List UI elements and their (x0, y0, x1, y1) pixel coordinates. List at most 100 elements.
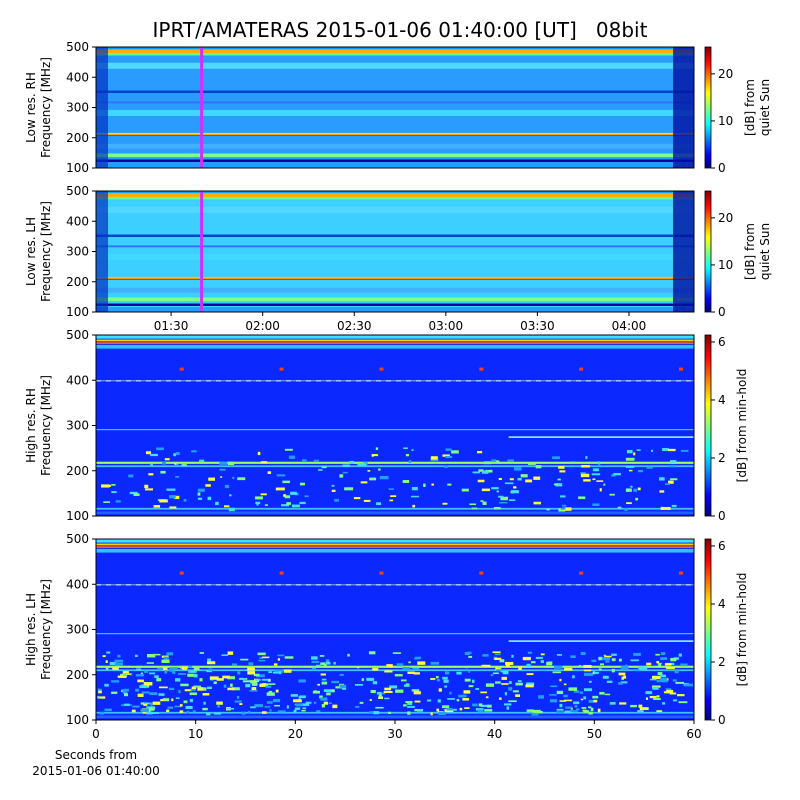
spectrogram-speck (625, 664, 628, 668)
spectrogram-speck (215, 501, 219, 506)
spectrogram-speck (605, 660, 610, 663)
spectrogram-edge (673, 191, 694, 312)
y-axis-label: Frequency [MHz] (39, 579, 53, 680)
y-tick-label: 200 (66, 275, 89, 289)
spectrogram-dash (346, 380, 351, 382)
spectrogram-speck (331, 680, 339, 684)
spectrogram-dash (306, 584, 311, 586)
spectrogram-speck (517, 477, 522, 481)
spectrogram-speck (342, 471, 348, 474)
spectrogram-dash (386, 584, 391, 586)
spectrogram-dash (536, 380, 541, 382)
spectrogram-speck (149, 672, 156, 675)
spectrogram-speck (518, 666, 522, 670)
spectrogram-speck (104, 683, 109, 687)
spectrogram-speck (259, 683, 269, 687)
spectrogram-speck (141, 708, 149, 713)
spectrogram-speck (269, 709, 272, 712)
spectrogram-speck (363, 499, 371, 502)
spectrogram-band (96, 206, 694, 213)
spectrogram-dash (206, 584, 211, 586)
spectrogram-speck (668, 448, 676, 452)
spectrogram-speck (481, 488, 491, 492)
spectrogram-speck (383, 691, 393, 694)
spectrogram-dash (326, 584, 331, 586)
spectrogram-speck (596, 480, 604, 482)
spectrogram-speck (598, 668, 602, 671)
spectrogram-speck (480, 704, 489, 707)
spectrogram-speck (527, 651, 533, 654)
colorbar-label: [dB] from min-hold (735, 369, 749, 483)
y-tick-label: 300 (66, 419, 89, 433)
spectrogram-speck (318, 469, 323, 471)
spectrogram-spot (479, 571, 484, 575)
spectrogram-speck (456, 671, 462, 675)
spectrogram-band (96, 109, 694, 116)
spectrogram-speck (590, 707, 594, 712)
spectrogram-speck (115, 500, 121, 503)
spectrogram-speck (373, 454, 379, 457)
spectrogram-speck (646, 466, 653, 469)
spectrogram-speck (355, 705, 360, 708)
spectrogram-speck (559, 700, 566, 702)
spectrogram-speck (111, 680, 120, 683)
spectrogram-speck (593, 671, 599, 675)
spectrogram-speck (172, 671, 176, 674)
spectrogram-speck (655, 653, 660, 656)
spectrogram-speck (492, 672, 499, 675)
spectrogram-speck (241, 711, 246, 715)
spectrogram-speck (239, 703, 243, 706)
spectrogram-speck (101, 484, 110, 488)
spectrogram-dash (126, 584, 131, 586)
spectrogram-band (96, 153, 694, 158)
spectrogram-dash (646, 380, 651, 382)
spectrogram-band (96, 245, 694, 248)
spectrogram-speck (581, 707, 587, 709)
spectrogram-dash (506, 380, 511, 382)
spectrogram-dash (356, 584, 361, 586)
spectrogram-band (96, 197, 694, 200)
spectrogram-speck (253, 673, 260, 677)
spectrogram-speck (550, 685, 558, 688)
spectrogram-speck (555, 483, 563, 487)
spectrogram-speck (478, 703, 483, 707)
spectrogram-speck (143, 702, 153, 705)
spectrogram-speck (117, 654, 121, 658)
spectrogram-speck (197, 687, 204, 691)
spectrogram-speck (436, 708, 440, 712)
spectrogram-speck (283, 494, 286, 497)
spectrogram-speck (166, 652, 174, 656)
spectrogram-speck (680, 449, 689, 452)
spectrogram-speck (301, 709, 306, 712)
spectrogram-speck (166, 709, 170, 713)
spectrogram-speck (102, 655, 106, 658)
spectrogram-dash (466, 380, 471, 382)
spectrogram-speck (660, 677, 668, 681)
spectrogram-speck (284, 656, 294, 659)
spectrogram-speck (153, 504, 161, 508)
spectrogram-speck (131, 709, 136, 713)
spectrogram-speck (468, 685, 474, 688)
spectrogram-dash (526, 380, 531, 382)
x-tick-label: 03:30 (520, 319, 555, 333)
spectrogram-speck (114, 662, 123, 666)
spectrogram-speck (167, 706, 174, 709)
spectrogram-speck (672, 679, 677, 682)
spectrogram-speck (326, 692, 331, 696)
spectrogram-speck (630, 704, 638, 708)
y-tick-label: 300 (66, 623, 89, 637)
y-tick-label: 300 (66, 101, 89, 115)
spectrogram-dash (226, 380, 231, 382)
spectrogram-speck (261, 683, 267, 685)
spectrogram-dash (616, 584, 621, 586)
colorbar-tick-label: 6 (718, 539, 726, 553)
spectrogram-dash (516, 584, 521, 586)
spectrogram-speck (191, 686, 197, 689)
spectrogram-speck (242, 680, 252, 683)
spectrogram-speck (625, 457, 635, 461)
spectrogram-speck (494, 681, 501, 684)
spectrogram-speck (321, 681, 328, 685)
spectrogram-speck (117, 675, 127, 678)
spectrogram-speck (430, 712, 433, 716)
spectrogram-speck (498, 478, 502, 481)
